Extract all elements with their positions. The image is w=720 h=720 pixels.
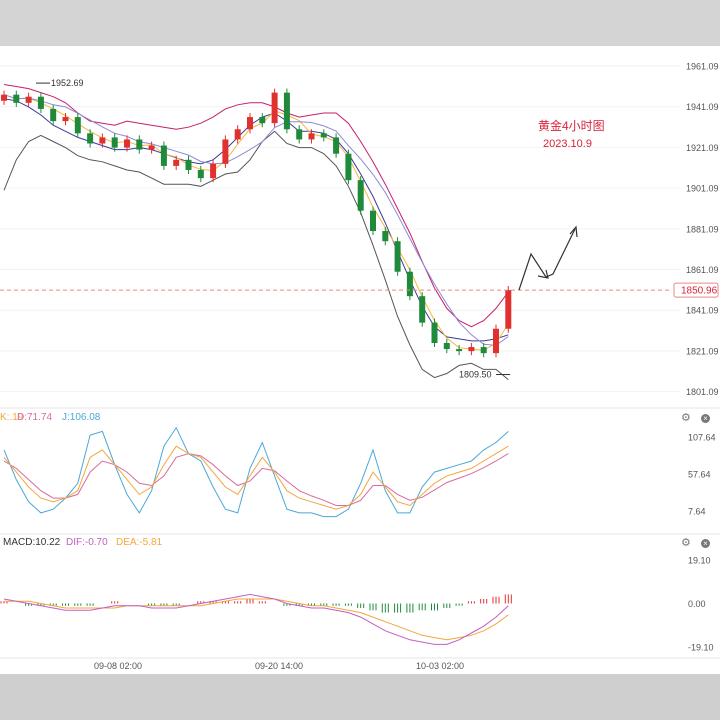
candle-body: [74, 117, 81, 134]
candle-body: [333, 137, 340, 154]
candle-body: [222, 139, 229, 164]
candle-body: [480, 347, 487, 354]
price-tick-label: 1961.09: [686, 61, 719, 71]
candle-body: [99, 137, 106, 144]
candle-body: [370, 210, 376, 232]
low-marker-label: 1809.50: [459, 370, 492, 380]
candle-body: [234, 129, 241, 140]
candle-body: [173, 159, 180, 166]
candle-body: [357, 180, 364, 211]
gear-icon[interactable]: ⚙: [681, 537, 691, 549]
candle-body: [136, 139, 143, 150]
bollinger-mid-line: [3, 98, 509, 342]
kdj-k-line: [3, 445, 509, 510]
annotation-title: 黄金4小时图: [538, 118, 605, 133]
candle-body: [185, 159, 192, 170]
candle-body: [468, 347, 475, 352]
candle-body: [197, 169, 204, 179]
candle-body: [296, 129, 303, 140]
candle-body: [62, 117, 69, 122]
candle-body: [1, 94, 7, 101]
kdj-d-line: [3, 453, 509, 506]
macd-label: MACD:10.22: [3, 537, 61, 548]
kdj-tick-label: 107.64: [688, 432, 716, 442]
time-tick-label: 09-20 14:00: [255, 661, 303, 671]
macd-dea-label: DEA:-5.81: [116, 537, 163, 548]
macd-dea-line: [4, 598, 509, 641]
current-price-label: 1850.96: [681, 286, 718, 297]
high-marker-label: 1952.69: [51, 78, 84, 88]
price-tick-label: 1821.09: [686, 346, 719, 356]
macd-tick-label: 0.00: [688, 599, 706, 609]
macd-tick-label: -19.10: [688, 642, 714, 652]
kdj-j-label: J:106.08: [62, 412, 101, 423]
candle-body: [37, 96, 44, 109]
forecast-arrow-path: [518, 228, 576, 291]
current-price-tag: [673, 282, 719, 298]
candle-body: [124, 139, 130, 148]
close-icon[interactable]: ×: [701, 414, 710, 423]
candle-body: [443, 342, 450, 350]
candle-body: [283, 92, 290, 130]
kdj-j-line: [3, 426, 509, 518]
chart-frame: 1961.09 1941.09 1921.09 1901.09 1881.09 1861.…: [0, 46, 720, 674]
candle-body: [493, 328, 499, 354]
time-tick-label: 10-03 02:00: [416, 661, 464, 671]
price-tick-label: 1861.09: [686, 265, 719, 275]
bottom-bar: [0, 674, 720, 720]
kdj-tick-label: 7.64: [688, 506, 706, 516]
ma-mid-line: [3, 94, 509, 346]
candle-body: [456, 349, 463, 352]
kdj-tick-label: 57.64: [688, 469, 711, 479]
gear-icon[interactable]: ⚙: [681, 412, 691, 424]
candle-body: [431, 322, 438, 343]
candle-body: [210, 163, 217, 179]
candle-body: [271, 92, 278, 124]
annotation-date: 2023.10.9: [543, 138, 592, 150]
forecast-arrowhead-mid: [537, 269, 549, 279]
candle-body: [505, 290, 512, 329]
candle-body: [419, 296, 426, 323]
price-tick-label: 1941.09: [686, 102, 719, 112]
candle-body: [25, 96, 32, 103]
candle-body: [308, 133, 315, 140]
macd-dif-label: DIF:-0.70: [66, 537, 108, 548]
trading-chart[interactable]: 1961.09 1941.09 1921.09 1901.09 1881.09 1861.…: [0, 46, 720, 674]
forecast-arrowhead: [569, 225, 578, 238]
macd-tick-label: 19.10: [688, 556, 711, 566]
candle-body: [148, 145, 155, 150]
candle-body: [320, 133, 327, 138]
price-tick-label: 1901.09: [686, 184, 719, 194]
candle-body: [247, 117, 253, 130]
candle-body: [382, 231, 389, 242]
close-icon[interactable]: ×: [701, 539, 710, 548]
price-tick-label: 1921.09: [686, 143, 719, 153]
kdj-d-label: D:71.74: [17, 412, 53, 423]
candle-body: [160, 145, 167, 166]
candle-body: [394, 241, 401, 272]
candle-body: [111, 137, 118, 148]
bollinger-lower-line: [3, 130, 509, 380]
candle-body: [50, 108, 57, 122]
candle-body: [87, 133, 94, 144]
macd-dif-line: [3, 593, 509, 645]
candle-body: [345, 153, 352, 181]
kdj-k-label: K:.19: [0, 412, 24, 423]
price-tick-label: 1801.09: [686, 387, 719, 397]
candle-body: [406, 271, 413, 297]
candle-body: [259, 117, 266, 124]
candle-body: [13, 94, 20, 103]
price-tick-label: 1881.09: [686, 224, 719, 234]
time-tick-label: 09-08 02:00: [94, 661, 142, 671]
price-tick-label: 1841.09: [686, 306, 719, 316]
